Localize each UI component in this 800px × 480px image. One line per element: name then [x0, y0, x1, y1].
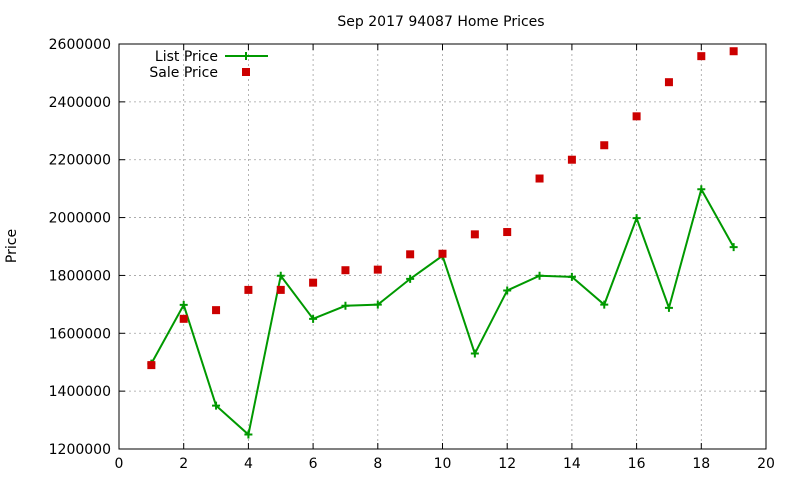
sale-price-point: [147, 361, 156, 370]
sale-price-point: [244, 285, 253, 294]
x-tick-label: 2: [179, 456, 188, 472]
list-price-point: [373, 300, 382, 309]
axes: 0 2 4 6 8 10 12 14 16 18 20 1200000 1400000 1600000 18…: [49, 37, 775, 472]
sale-price-point: [470, 230, 479, 239]
sale-price-point: [503, 228, 512, 237]
grid: [119, 44, 766, 449]
x-tick-label: 18: [692, 456, 710, 472]
sale-price-point: [600, 141, 609, 150]
legend-label: List Price: [155, 49, 218, 65]
list-price-point: [212, 401, 221, 410]
x-tick-label: 4: [244, 456, 253, 472]
list-price-point: [664, 303, 673, 312]
sale-price-point: [632, 112, 641, 121]
x-tick-label: 0: [115, 456, 124, 472]
y-tick-label: 1800000: [49, 268, 111, 284]
list-price-line: [150, 186, 735, 437]
list-price-point: [244, 430, 253, 439]
sale-price-point: [406, 250, 415, 259]
y-tick-label: 2600000: [49, 37, 111, 53]
sale-price-point: [438, 249, 447, 258]
y-tick-label: 2200000: [49, 153, 111, 169]
sale-price-point: [664, 78, 673, 87]
legend-cross-swatch: [242, 52, 250, 60]
y-tick-label: 2400000: [49, 95, 111, 111]
legend-label: Sale Price: [149, 65, 218, 81]
sale-price-point: [729, 47, 738, 56]
sale-price-point: [309, 278, 318, 287]
sale-price-point: [567, 155, 576, 164]
list-price-point: [535, 271, 544, 280]
list-price-point: [600, 300, 609, 309]
x-tick-label: 16: [628, 456, 646, 472]
list-price-point: [729, 243, 738, 252]
sale-price-point: [179, 314, 188, 323]
sale-price-point: [212, 306, 221, 315]
x-tick-label: 12: [498, 456, 516, 472]
x-tick-label: 10: [434, 456, 452, 472]
list-price-point: [503, 286, 512, 295]
list-price-point: [309, 314, 318, 323]
sale-price-point: [341, 266, 350, 275]
list-price-point: [341, 301, 350, 310]
x-tick-label: 14: [563, 456, 581, 472]
list-price-point: [697, 185, 706, 194]
list-price-point: [470, 349, 479, 358]
sale-price-point: [535, 174, 544, 183]
y-axis-label: Price: [4, 229, 20, 263]
x-tick-label: 20: [757, 456, 775, 472]
y-tick-label: 1200000: [49, 442, 111, 458]
list-price-point: [567, 272, 576, 281]
list-price-point: [406, 274, 415, 283]
series-layer: [147, 47, 738, 439]
sale-price-point: [373, 265, 382, 274]
chart-title: Sep 2017 94087 Home Prices: [337, 14, 544, 30]
sale-price-point: [276, 285, 285, 294]
y-tick-label: 1600000: [49, 326, 111, 342]
list-price-point: [276, 271, 285, 280]
y-tick-label: 1400000: [49, 384, 111, 400]
list-price-point: [179, 300, 188, 309]
sale-price-point: [697, 52, 706, 61]
legend-square-swatch: [242, 68, 250, 76]
y-tick-label: 2000000: [49, 211, 111, 227]
x-tick-label: 6: [309, 456, 318, 472]
x-tick-label: 8: [373, 456, 382, 472]
list-price-point: [632, 214, 641, 223]
